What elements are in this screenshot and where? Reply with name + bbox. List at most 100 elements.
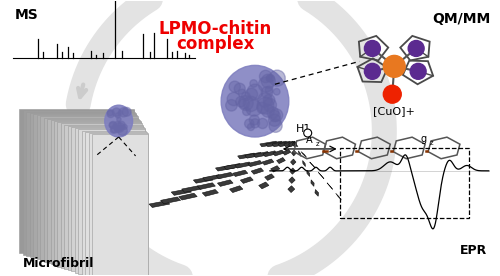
Circle shape [117, 117, 121, 121]
Bar [36, 115, 137, 259]
Circle shape [116, 113, 120, 118]
Text: Microfibril: Microfibril [23, 257, 95, 270]
Circle shape [258, 118, 268, 129]
Circle shape [114, 125, 121, 132]
Circle shape [244, 96, 258, 112]
Polygon shape [282, 149, 291, 155]
Circle shape [110, 121, 116, 129]
Text: H1: H1 [296, 124, 311, 134]
Text: z: z [316, 141, 320, 147]
Circle shape [266, 86, 273, 94]
Polygon shape [273, 150, 284, 156]
Text: QM/MM: QM/MM [432, 12, 491, 26]
Circle shape [107, 110, 114, 118]
Circle shape [110, 127, 116, 133]
Polygon shape [278, 141, 292, 147]
Circle shape [122, 107, 131, 116]
Circle shape [261, 74, 276, 88]
Circle shape [118, 126, 123, 130]
Bar [68, 126, 144, 270]
Polygon shape [284, 141, 294, 147]
Circle shape [410, 63, 426, 79]
Polygon shape [318, 172, 324, 179]
Circle shape [274, 88, 280, 95]
Circle shape [248, 123, 254, 131]
Bar [75, 128, 144, 272]
Circle shape [269, 119, 282, 132]
Text: MS: MS [15, 8, 39, 22]
Polygon shape [232, 170, 248, 176]
Polygon shape [292, 141, 297, 147]
Polygon shape [171, 189, 192, 195]
Polygon shape [288, 186, 294, 193]
Circle shape [114, 123, 124, 132]
Circle shape [236, 96, 246, 107]
Circle shape [239, 99, 250, 109]
Circle shape [266, 75, 272, 82]
Polygon shape [260, 141, 278, 147]
Circle shape [250, 119, 260, 128]
Polygon shape [160, 197, 180, 204]
Polygon shape [238, 153, 256, 159]
Bar [44, 118, 138, 262]
Bar [47, 119, 139, 263]
Text: z: z [430, 140, 434, 146]
Circle shape [364, 63, 380, 79]
Bar [61, 123, 142, 268]
Ellipse shape [104, 105, 132, 137]
Circle shape [118, 110, 122, 115]
Circle shape [408, 41, 424, 56]
Circle shape [118, 126, 128, 136]
Circle shape [114, 121, 122, 129]
Polygon shape [292, 141, 298, 147]
Bar [64, 125, 142, 269]
Polygon shape [262, 159, 274, 165]
Circle shape [242, 108, 250, 115]
Polygon shape [194, 177, 213, 183]
Polygon shape [258, 182, 269, 189]
Circle shape [268, 114, 280, 126]
Polygon shape [298, 151, 301, 157]
Bar [26, 112, 135, 256]
Bar [50, 120, 140, 264]
Polygon shape [218, 180, 233, 186]
Circle shape [246, 88, 258, 100]
Circle shape [270, 109, 282, 121]
Text: EPR: EPR [460, 244, 487, 258]
Circle shape [226, 100, 237, 111]
Circle shape [269, 70, 285, 86]
Polygon shape [327, 183, 332, 189]
Circle shape [264, 94, 275, 106]
Polygon shape [224, 163, 242, 169]
Circle shape [122, 124, 127, 129]
Circle shape [108, 110, 113, 116]
Circle shape [112, 108, 120, 116]
Bar [22, 110, 134, 255]
Bar [33, 114, 136, 258]
Polygon shape [202, 175, 222, 181]
Circle shape [247, 84, 263, 100]
Circle shape [269, 110, 280, 122]
Polygon shape [178, 193, 197, 200]
Circle shape [261, 87, 272, 98]
Circle shape [264, 98, 276, 112]
Bar [30, 113, 136, 257]
Polygon shape [288, 141, 296, 147]
Circle shape [119, 108, 128, 117]
Circle shape [267, 75, 274, 82]
Polygon shape [263, 151, 277, 157]
Circle shape [242, 92, 250, 101]
Polygon shape [276, 158, 285, 164]
Polygon shape [234, 162, 252, 168]
Polygon shape [270, 166, 280, 172]
Circle shape [244, 119, 254, 128]
Bar [54, 121, 141, 265]
Circle shape [250, 80, 258, 87]
Polygon shape [310, 162, 316, 168]
Bar [72, 127, 144, 271]
Polygon shape [302, 161, 306, 166]
Polygon shape [307, 170, 310, 176]
Circle shape [227, 92, 240, 106]
Polygon shape [292, 150, 296, 156]
Circle shape [262, 104, 274, 117]
